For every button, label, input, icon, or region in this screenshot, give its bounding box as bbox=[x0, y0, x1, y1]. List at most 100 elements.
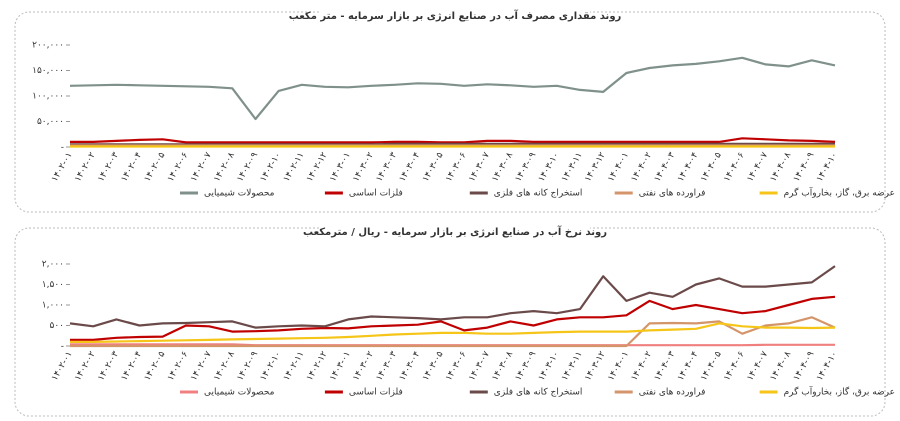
x-tick-label: ۱۴۰۴-۰۵ bbox=[699, 350, 724, 383]
legend-label: فراورده های نفتی bbox=[639, 388, 706, 398]
x-tick-label: ۱۴۰۴-۰۲ bbox=[630, 151, 655, 184]
x-tick-label: ۱۴۰۴-۱۰ bbox=[815, 151, 840, 184]
line bbox=[69, 56, 836, 121]
x-tick-label: ۱۴۰۳-۱۱ bbox=[560, 151, 585, 184]
x-tick-label: ۱۴۰۳-۰۱ bbox=[328, 350, 353, 383]
x-tick-label: ۱۴۰۲-۱۰ bbox=[259, 350, 284, 383]
legend-label: محصولات شیمیایی bbox=[204, 189, 275, 199]
x-tick-label: ۱۴۰۲-۱۲ bbox=[305, 350, 330, 383]
x-tick-label: ۱۴۰۳-۰۵ bbox=[421, 350, 446, 383]
y-tick-label: ۲,۰۰۰ bbox=[42, 260, 64, 270]
x-tick-label: ۱۴۰۴-۰۹ bbox=[792, 151, 817, 184]
x-tick-label: ۱۴۰۳-۰۳ bbox=[375, 151, 400, 184]
x-tick-label: ۱۴۰۳-۱۰ bbox=[537, 151, 562, 184]
legend-label: استخراج کانه های فلزی bbox=[494, 189, 583, 199]
y-tick-label: ۱,۵۰۰ bbox=[42, 280, 64, 290]
x-tick-label: ۱۴۰۳-۰۶ bbox=[444, 151, 469, 184]
y-tick-label: - bbox=[61, 342, 64, 352]
x-tick-label: ۱۴۰۳-۰۸ bbox=[490, 350, 515, 383]
x-tick-label: ۱۴۰۳-۰۹ bbox=[514, 151, 539, 184]
x-tick-label: ۱۴۰۲-۰۹ bbox=[235, 151, 260, 184]
x-tick-label: ۱۴۰۲-۱۰ bbox=[259, 151, 284, 184]
x-tick-label: ۱۴۰۴-۱۰ bbox=[815, 350, 840, 383]
x-tick-label: ۱۴۰۳-۰۹ bbox=[514, 350, 539, 383]
x-tick-label: ۱۴۰۴-۰۷ bbox=[745, 350, 770, 383]
x-tick-label: ۱۴۰۲-۱۲ bbox=[305, 151, 330, 184]
x-tick-label: ۱۴۰۴-۰۷ bbox=[745, 151, 770, 184]
legend-label: عرضه برق، گاز، بخاروآب گرم bbox=[784, 187, 895, 199]
y-tick-label: ۱,۰۰۰ bbox=[42, 301, 64, 311]
x-tick-label: ۱۴۰۳-۱۲ bbox=[583, 350, 608, 383]
x-tick-label: ۱۴۰۲-۰۸ bbox=[212, 151, 237, 184]
x-tick-label: ۱۴۰۲-۰۷ bbox=[189, 350, 214, 383]
x-tick-label: ۱۴۰۳-۰۶ bbox=[444, 350, 469, 383]
line bbox=[70, 142, 835, 146]
x-tick-label: ۱۴۰۳-۰۲ bbox=[351, 350, 376, 383]
y-tick-label: ۱۵۰,۰۰۰ bbox=[32, 66, 64, 76]
x-tick-label: ۱۴۰۴-۰۵ bbox=[699, 151, 724, 184]
y-tick-label: - bbox=[61, 143, 64, 153]
legend-label: فراورده های نفتی bbox=[639, 189, 706, 199]
x-tick-label: ۱۴۰۲-۰۴ bbox=[120, 350, 145, 383]
x-tick-label: ۱۴۰۳-۰۷ bbox=[467, 151, 492, 184]
x-tick-label: ۱۴۰۴-۰۹ bbox=[792, 350, 817, 383]
x-tick-label: ۱۴۰۴-۰۱ bbox=[606, 350, 631, 383]
x-tick-label: ۱۴۰۴-۰۳ bbox=[653, 151, 678, 184]
x-tick-label: ۱۴۰۲-۰۲ bbox=[73, 151, 98, 184]
x-tick-label: ۱۴۰۳-۱۱ bbox=[560, 350, 585, 383]
x-tick-label: ۱۴۰۴-۰۶ bbox=[722, 350, 747, 383]
line bbox=[70, 295, 836, 341]
x-tick-label: ۱۴۰۲-۰۸ bbox=[212, 350, 237, 383]
title-bg bbox=[320, 220, 590, 236]
x-tick-label: ۱۴۰۲-۰۲ bbox=[73, 350, 98, 383]
legend-label: محصولات شیمیایی bbox=[204, 388, 275, 398]
y-tick-label: ۲۰۰,۰۰۰ bbox=[32, 41, 64, 51]
x-tick-label: ۱۴۰۲-۱۱ bbox=[282, 350, 307, 383]
x-tick-label: ۱۴۰۲-۱۱ bbox=[282, 151, 307, 184]
x-tick-label: ۱۴۰۳-۰۲ bbox=[351, 151, 376, 184]
x-tick-label: ۱۴۰۴-۰۸ bbox=[769, 151, 794, 184]
chart-title: روند مقداری مصرف آب در صنایع انرژی بر با… bbox=[289, 9, 622, 22]
line bbox=[70, 137, 836, 144]
legend-label: استخراج کانه های فلزی bbox=[494, 388, 583, 398]
legend-label: فلزات اساسی bbox=[349, 388, 403, 398]
x-tick-label: ۱۴۰۲-۰۱ bbox=[50, 350, 75, 383]
legend-label: فلزات اساسی bbox=[349, 189, 403, 199]
x-tick-label: ۱۴۰۴-۰۶ bbox=[722, 151, 747, 184]
x-tick-label: ۱۴۰۲-۰۶ bbox=[166, 350, 191, 383]
x-tick-label: ۱۴۰۳-۱۰ bbox=[537, 350, 562, 383]
title-bg bbox=[320, 4, 590, 20]
line bbox=[70, 322, 836, 343]
x-tick-label: ۱۴۰۳-۱۲ bbox=[583, 151, 608, 184]
x-tick-label: ۱۴۰۴-۰۸ bbox=[769, 350, 794, 383]
x-tick-label: ۱۴۰۳-۰۴ bbox=[398, 350, 423, 383]
line bbox=[69, 265, 836, 329]
y-tick-label: ۵۰,۰۰۰ bbox=[37, 117, 64, 127]
line bbox=[70, 316, 836, 348]
panel bbox=[14, 227, 886, 417]
x-tick-label: ۱۴۰۲-۰۴ bbox=[120, 151, 145, 184]
x-tick-label: ۱۴۰۲-۰۱ bbox=[50, 151, 75, 184]
x-tick-label: ۱۴۰۴-۰۴ bbox=[676, 151, 701, 184]
x-tick-label: ۱۴۰۲-۰۳ bbox=[96, 151, 121, 184]
chart-title: روند نرخ آب در صنایع انرژی بر بازار سرما… bbox=[303, 225, 607, 238]
x-tick-label: ۱۴۰۳-۰۸ bbox=[490, 151, 515, 184]
x-tick-label: ۱۴۰۳-۰۴ bbox=[398, 151, 423, 184]
x-tick-label: ۱۴۰۲-۰۵ bbox=[143, 350, 168, 383]
x-tick-label: ۱۴۰۳-۰۵ bbox=[421, 151, 446, 184]
x-tick-label: ۱۴۰۲-۰۵ bbox=[143, 151, 168, 184]
x-tick-label: ۱۴۰۴-۰۴ bbox=[676, 350, 701, 383]
x-tick-label: ۱۴۰۳-۰۱ bbox=[328, 151, 353, 184]
x-tick-label: ۱۴۰۲-۰۷ bbox=[189, 151, 214, 184]
x-tick-label: ۱۴۰۴-۰۱ bbox=[606, 151, 631, 184]
y-tick-label: ۵۰۰ bbox=[49, 321, 64, 331]
legend-label: عرضه برق، گاز، بخاروآب گرم bbox=[784, 386, 895, 398]
y-tick-label: ۱۰۰,۰۰۰ bbox=[32, 92, 64, 102]
x-tick-label: ۱۴۰۳-۰۳ bbox=[375, 350, 400, 383]
x-tick-label: ۱۴۰۴-۰۳ bbox=[653, 350, 678, 383]
x-tick-label: ۱۴۰۲-۰۳ bbox=[96, 350, 121, 383]
x-tick-label: ۱۴۰۲-۰۶ bbox=[166, 151, 191, 184]
x-tick-label: ۱۴۰۳-۰۷ bbox=[467, 350, 492, 383]
